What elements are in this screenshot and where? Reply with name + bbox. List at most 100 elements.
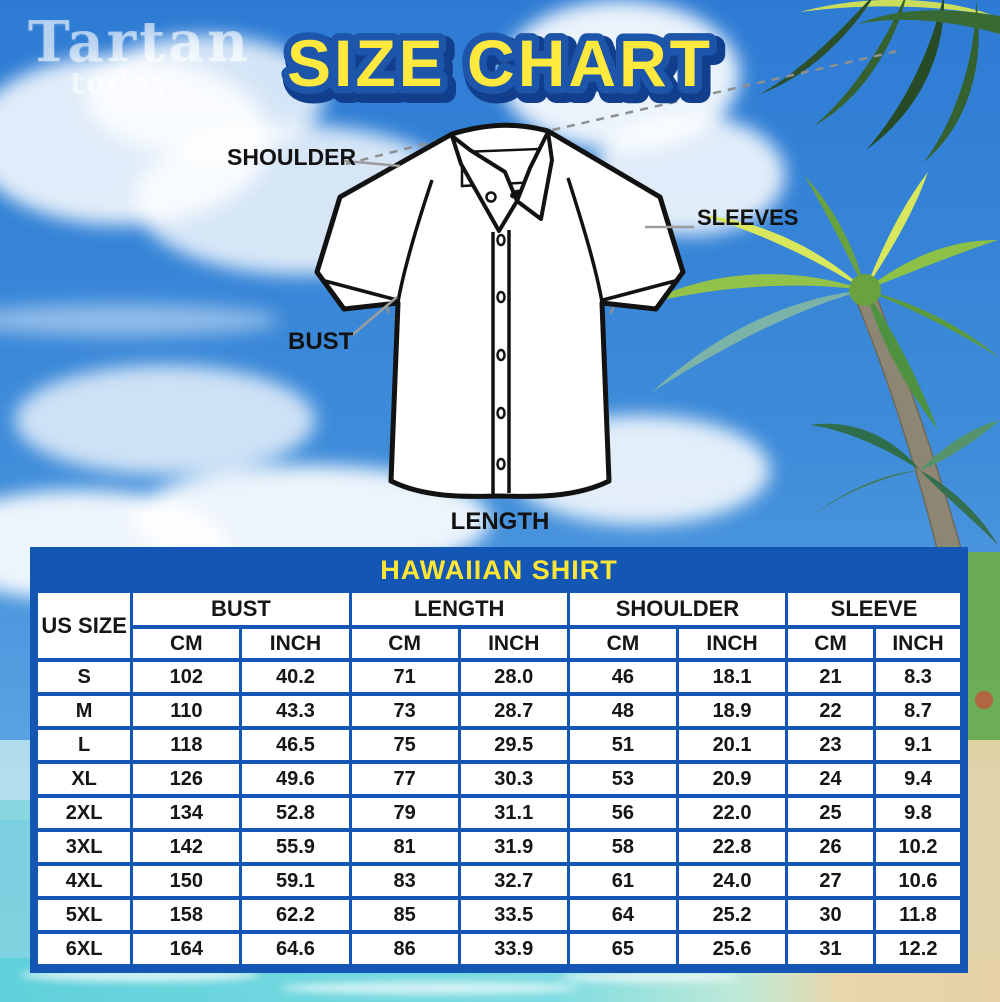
measurement-cell: 10.2 bbox=[872, 828, 964, 866]
shoulder-group-header: SHOULDER bbox=[566, 589, 789, 629]
measurement-cell: 64.6 bbox=[239, 930, 352, 968]
size-label-cell: 6XL bbox=[34, 930, 134, 968]
measurement-cell: 71 bbox=[348, 658, 461, 696]
palm-tree bbox=[642, 172, 1000, 561]
shirt-diagram bbox=[314, 48, 903, 499]
bust-label: BUST bbox=[288, 328, 354, 355]
size-table-body: S 102 40.2 71 28.0 46 18.1 21 8.3 M 110 43.3 73 28.7 4… bbox=[34, 658, 964, 968]
brand-tagline: today bbox=[70, 66, 172, 101]
measurement-cell: 85 bbox=[348, 896, 461, 934]
measurement-cell: 30 bbox=[785, 896, 876, 934]
measurement-cell: 46.5 bbox=[239, 726, 352, 764]
unit-header: INCH bbox=[675, 625, 789, 662]
measurement-cell: 79 bbox=[348, 794, 461, 832]
measurement-cell: 25.6 bbox=[675, 930, 789, 968]
buttons bbox=[485, 189, 522, 471]
unit-header: INCH bbox=[457, 625, 570, 662]
measurement-cell: 28.7 bbox=[457, 692, 570, 730]
measurement-cell: 25.2 bbox=[675, 896, 789, 934]
measurement-cell: 55.9 bbox=[239, 828, 352, 866]
size-row: 4XL 150 59.1 83 32.7 61 24.0 27 10.6 bbox=[34, 862, 964, 900]
measurement-cell: 31.9 bbox=[457, 828, 570, 866]
measurement-cell: 110 bbox=[130, 692, 243, 730]
measurement-cell: 43.3 bbox=[239, 692, 352, 730]
bust-pointer-line bbox=[350, 296, 398, 337]
measurement-cell: 102 bbox=[130, 658, 243, 696]
measurement-cell: 28.0 bbox=[457, 658, 570, 696]
measurement-cell: 142 bbox=[130, 828, 243, 866]
unit-header: CM bbox=[566, 625, 679, 662]
measurement-cell: 73 bbox=[348, 692, 461, 730]
measurement-cell: 26 bbox=[785, 828, 876, 866]
measurement-cell: 8.7 bbox=[872, 692, 964, 730]
unit-header: CM bbox=[348, 625, 461, 662]
shoulder-label: SHOULDER bbox=[227, 144, 357, 170]
measurement-cell: 31.1 bbox=[457, 794, 570, 832]
measurement-cell: 49.6 bbox=[239, 760, 352, 798]
unit-header: CM bbox=[785, 625, 876, 662]
measurement-cell: 23 bbox=[785, 726, 876, 764]
measurement-cell: 118 bbox=[130, 726, 243, 764]
size-row: L 118 46.5 75 29.5 51 20.1 23 9.1 bbox=[34, 726, 964, 764]
measurement-cell: 53 bbox=[566, 760, 679, 798]
measurement-cell: 83 bbox=[348, 862, 461, 900]
unit-header-row: CM INCH CM INCH CM INCH CM INCH bbox=[37, 625, 964, 662]
shore-margins bbox=[0, 552, 1000, 980]
length-label: LENGTH bbox=[450, 508, 550, 535]
page-title-text: SIZE CHART bbox=[287, 26, 713, 100]
measurement-cell: 77 bbox=[348, 760, 461, 798]
size-label-cell: XL bbox=[34, 760, 134, 798]
size-label-cell: 3XL bbox=[34, 828, 134, 866]
measurement-cell: 48 bbox=[566, 692, 679, 730]
size-row: S 102 40.2 71 28.0 46 18.1 21 8.3 bbox=[34, 658, 964, 696]
measurement-cell: 8.3 bbox=[872, 658, 964, 696]
sleeve-group-header: SLEEVE bbox=[785, 589, 963, 629]
unit-header: INCH bbox=[239, 625, 352, 662]
measurement-cell: 9.1 bbox=[872, 726, 964, 764]
measurement-cell: 20.9 bbox=[675, 760, 789, 798]
right-armhole-seam bbox=[566, 177, 604, 303]
size-label-cell: 5XL bbox=[34, 896, 134, 934]
measurement-cell: 31 bbox=[785, 930, 876, 968]
shirt-outline bbox=[314, 122, 686, 499]
size-label-cell: S bbox=[34, 658, 134, 696]
brand-name: Tartan bbox=[28, 9, 251, 75]
size-row: 3XL 142 55.9 81 31.9 58 22.8 26 10.2 bbox=[34, 828, 964, 866]
left-cuff-line bbox=[324, 279, 398, 302]
measurement-cell: 27 bbox=[785, 862, 876, 900]
measurement-cell: 64 bbox=[566, 896, 679, 934]
bust-group-header: BUST bbox=[130, 589, 352, 629]
table-title: HAWAIIAN SHIRT bbox=[380, 554, 618, 585]
measurement-cell: 9.4 bbox=[872, 760, 964, 798]
measurement-cell: 52.8 bbox=[239, 794, 352, 832]
page-title: SIZE CHART SIZE CHART bbox=[280, 19, 727, 118]
unit-header: CM bbox=[130, 625, 243, 662]
size-row: 6XL 164 64.6 86 33.9 65 25.6 31 12.2 bbox=[34, 930, 964, 968]
measurement-cell: 150 bbox=[130, 862, 243, 900]
shoulder-pointer-line bbox=[344, 159, 401, 168]
measurement-cell: 25 bbox=[785, 794, 876, 832]
measurement-cell: 59.1 bbox=[239, 862, 352, 900]
measurement-cell: 24.0 bbox=[675, 862, 789, 900]
measurement-cell: 86 bbox=[348, 930, 461, 968]
measurement-cell: 22 bbox=[785, 692, 876, 730]
measurement-cell: 32.7 bbox=[457, 862, 570, 900]
measurement-cell: 29.5 bbox=[457, 726, 570, 764]
measurement-cell: 164 bbox=[130, 930, 243, 968]
measurement-cell: 134 bbox=[130, 794, 243, 832]
size-label-cell: 2XL bbox=[34, 794, 134, 832]
measurement-cell: 12.2 bbox=[872, 930, 964, 968]
size-table: US SIZE BUST LENGTH SHOULDER SLEEVE CM IN… bbox=[34, 589, 964, 968]
left-armhole-seam bbox=[396, 179, 434, 303]
collar-right bbox=[515, 130, 554, 221]
measurement-cell: 126 bbox=[130, 760, 243, 798]
measurement-cell: 61 bbox=[566, 862, 679, 900]
size-table-panel: HAWAIIAN SHIRT US SIZE BUST LENGTH SHOUL… bbox=[30, 547, 968, 973]
measurement-cell: 18.9 bbox=[675, 692, 789, 730]
group-header-row: US SIZE BUST LENGTH SHOULDER SLEEVE bbox=[34, 589, 963, 662]
measurement-cell: 22.8 bbox=[675, 828, 789, 866]
right-cuff-line bbox=[602, 279, 676, 302]
us-size-header: US SIZE bbox=[34, 589, 134, 662]
size-label-cell: L bbox=[34, 726, 134, 764]
